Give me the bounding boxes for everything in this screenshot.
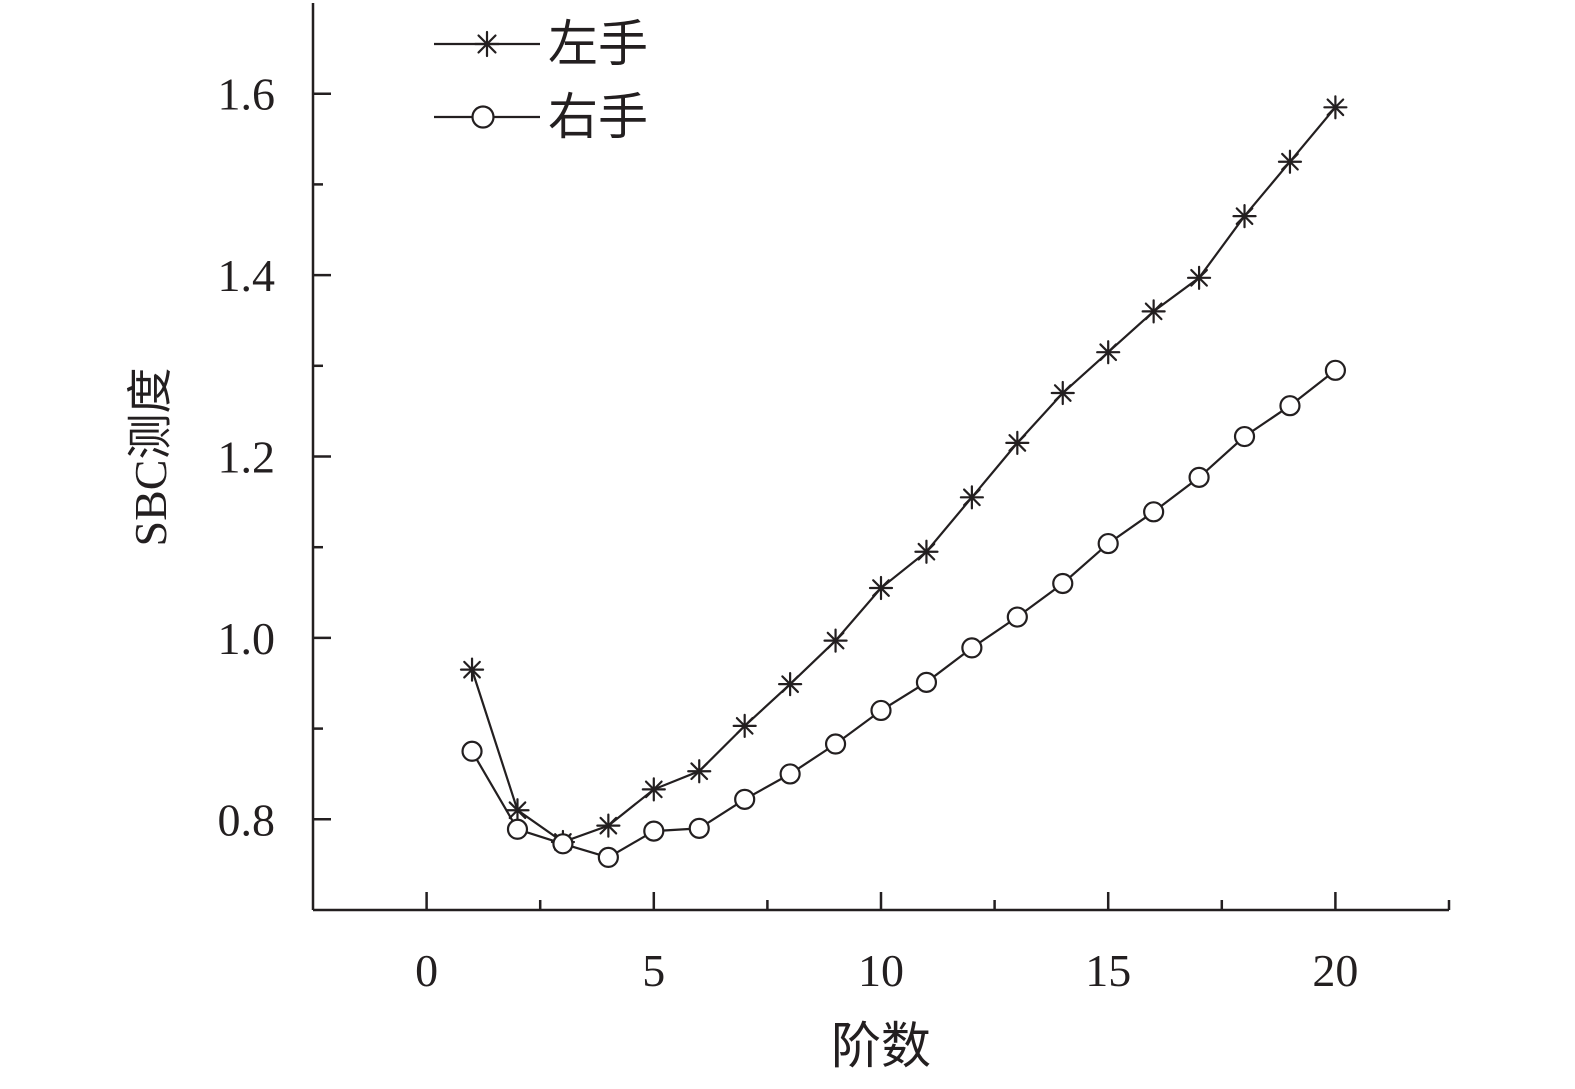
data-point-circle [597, 846, 619, 868]
data-point-circle [915, 671, 938, 693]
legend-label: 右手 [548, 89, 648, 145]
data-point-asterisk [1277, 149, 1303, 174]
data-point-circle [1324, 359, 1347, 381]
legend-item: 左手 [434, 16, 648, 72]
data-point-circle [824, 733, 847, 755]
data-point-asterisk [1050, 380, 1075, 406]
legend-item: 右手 [434, 89, 648, 145]
data-point-circle [688, 817, 710, 839]
data-point-circle [1233, 425, 1256, 448]
data-point-asterisk [868, 575, 894, 601]
data-point-asterisk [1323, 95, 1348, 120]
data-point-asterisk [823, 628, 848, 653]
data-point-asterisk [778, 672, 803, 697]
data-point-circle [1188, 466, 1210, 488]
x-tick-label: 20 [1312, 945, 1358, 996]
data-point-circle [552, 833, 574, 855]
data-point-asterisk [1005, 430, 1030, 455]
legend-marker-asterisk [473, 30, 501, 58]
data-point-asterisk [1232, 204, 1257, 229]
data-point-asterisk [1096, 340, 1121, 365]
data-point-asterisk [459, 657, 485, 682]
data-point-circle [870, 699, 892, 722]
y-tick-label: 1.0 [218, 613, 276, 664]
data-point-circle [461, 740, 483, 762]
legend-label: 左手 [548, 16, 648, 72]
y-axis-title: SBC测度 [125, 368, 176, 547]
data-point-asterisk [505, 798, 530, 823]
x-tick-label: 10 [858, 945, 904, 996]
data-point-asterisk [1186, 265, 1212, 290]
series-right-hand [461, 359, 1347, 868]
data-point-circle [506, 818, 529, 840]
x-axis-title: 阶数 [831, 1018, 931, 1074]
y-tick-label: 1.4 [218, 250, 276, 301]
data-point-asterisk [596, 813, 621, 838]
data-point-circle [779, 763, 801, 785]
data-point-asterisk [732, 713, 757, 738]
y-tick-label: 1.2 [218, 432, 276, 483]
data-point-asterisk [1141, 299, 1166, 324]
data-point-asterisk [959, 485, 984, 510]
data-point-circle [734, 788, 756, 810]
legend-marker-circle [471, 105, 495, 129]
axes: 0 5 10 15 20 0.8 1.0 1.2 1.4 1.6 [218, 3, 1451, 996]
data-point-circle [643, 820, 665, 842]
data-point-asterisk [687, 759, 712, 784]
y-tick-label: 1.6 [218, 69, 276, 120]
x-tick-label: 5 [642, 945, 665, 996]
data-point-asterisk [914, 539, 939, 564]
data-point-circle [1143, 501, 1165, 523]
x-tick-label: 0 [415, 945, 438, 996]
data-point-circle [1279, 395, 1301, 417]
series-line [471, 369, 1337, 859]
y-tick-label: 0.8 [218, 794, 276, 845]
data-point-circle [1006, 606, 1028, 628]
data-point-circle [1097, 532, 1119, 555]
data-point-circle [961, 637, 983, 659]
x-tick-label: 15 [1085, 945, 1131, 996]
data-point-circle [1052, 572, 1074, 595]
series-left-hand [459, 95, 1348, 855]
data-point-asterisk [641, 777, 666, 802]
series-layer [459, 95, 1348, 868]
